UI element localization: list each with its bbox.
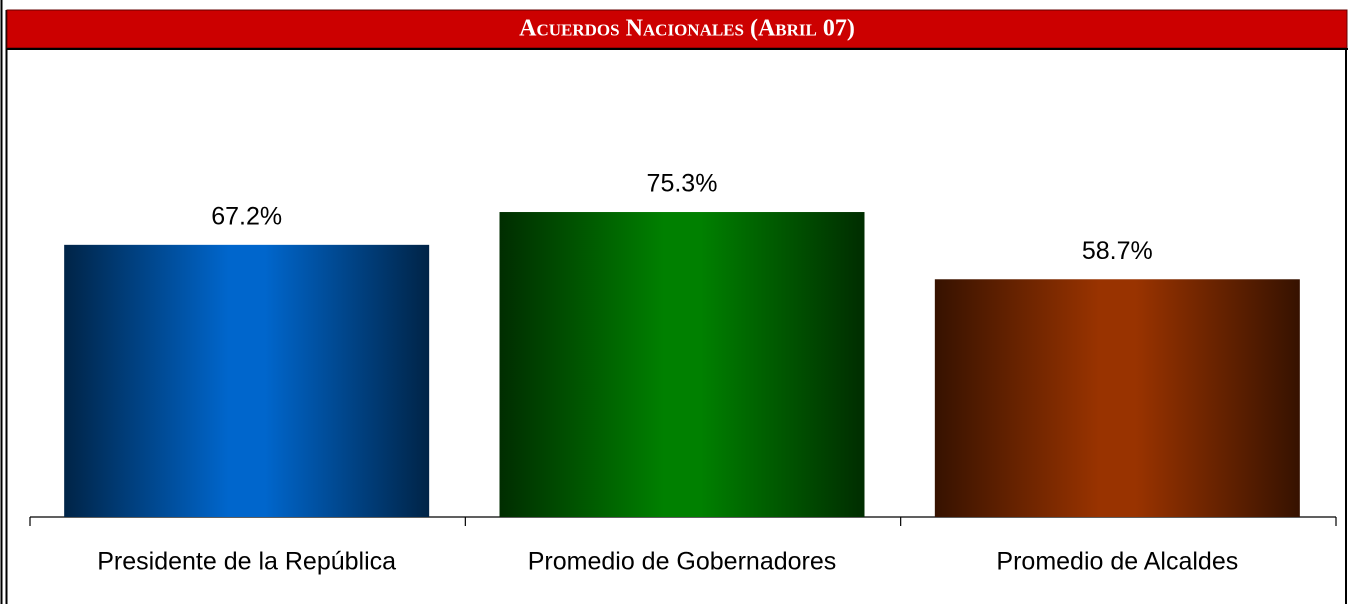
data-label: 58.7% <box>1082 237 1153 265</box>
x-tick-label: Promedio de Gobernadores <box>528 548 837 576</box>
bar <box>499 212 865 517</box>
data-label: 75.3% <box>647 170 718 198</box>
x-tick-label: Presidente de la República <box>97 548 396 576</box>
bar <box>934 279 1300 517</box>
data-label: 67.2% <box>211 202 282 230</box>
bar <box>64 244 430 517</box>
title-bar <box>6 9 1348 49</box>
x-tick-label: Promedio de Alcaldes <box>996 548 1238 576</box>
chart-title: Acuerdos Nacionales (Abril 07) <box>519 16 855 42</box>
